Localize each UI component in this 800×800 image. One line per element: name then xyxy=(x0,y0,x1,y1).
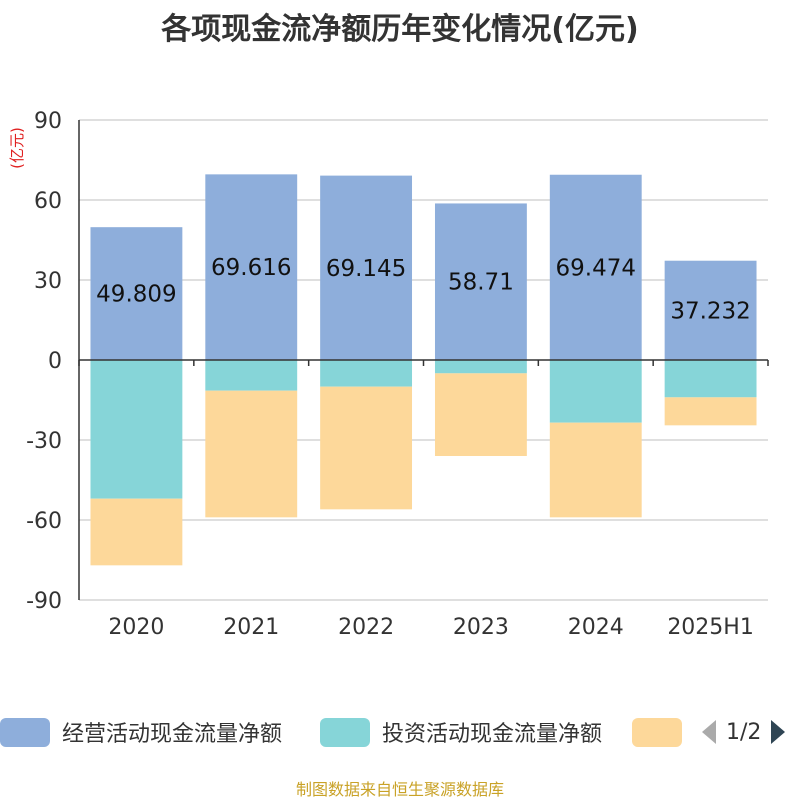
grid-layer xyxy=(79,119,768,601)
x-tick-label: 2023 xyxy=(453,615,509,640)
bar-series1-2020[interactable] xyxy=(90,360,183,499)
bar-series1-2024[interactable] xyxy=(549,360,642,423)
chart-area: 90 60 30 0 -30 -60 -90 2020 2021 2022 2023 2024 2025… xyxy=(8,109,769,640)
legend-label-investing: 投资活动现金流量净额 xyxy=(382,722,603,747)
bar-series0-2022[interactable] xyxy=(320,175,413,360)
x-tick-label: 2020 xyxy=(108,615,164,640)
bar-series2-2022[interactable] xyxy=(320,386,413,510)
prev-page-icon[interactable] xyxy=(700,718,718,746)
x-tick-label: 2024 xyxy=(568,615,624,640)
legend-item-financing[interactable] xyxy=(632,712,694,752)
legend-item-operating[interactable]: 经营活动现金流量净额 xyxy=(0,712,282,752)
data-label: 69.616 xyxy=(211,255,291,281)
data-label: 49.809 xyxy=(96,282,176,308)
label-layer: 49.809 69.616 69.145 58.71 69.474 37.232 xyxy=(96,255,751,324)
y-tick-label: -90 xyxy=(26,589,62,614)
legend-page-indicator: 1/2 xyxy=(726,719,762,745)
next-page-icon[interactable] xyxy=(769,718,787,746)
data-label: 58.71 xyxy=(448,270,514,296)
y-tick-label: 60 xyxy=(34,189,62,214)
y-tick-label: 0 xyxy=(48,349,62,374)
y-tick-label: -30 xyxy=(26,429,62,454)
x-tick-label: 2022 xyxy=(338,615,394,640)
bar-series0-2020[interactable] xyxy=(90,227,183,360)
legend-item-investing[interactable]: 投资活动现金流量净额 xyxy=(320,712,602,752)
legend-pager: 1/2 xyxy=(700,712,787,752)
x-tick-label: 2021 xyxy=(223,615,279,640)
chart-title: 各项现金流净额历年变化情况(亿元) xyxy=(161,12,639,47)
bar-series0-2025H1[interactable] xyxy=(664,260,757,360)
y-tick-label: -60 xyxy=(26,509,62,534)
bar-series2-2021[interactable] xyxy=(205,390,298,518)
bar-series1-2025H1[interactable] xyxy=(664,360,757,398)
y-tick-label: 30 xyxy=(34,269,62,294)
bar-series2-2024[interactable] xyxy=(549,422,642,518)
bar-series1-2023[interactable] xyxy=(434,360,527,374)
bar-series1-2022[interactable] xyxy=(320,360,413,387)
data-source-footer: 制图数据来自恒生聚源数据库 xyxy=(295,780,504,799)
bar-series2-2020[interactable] xyxy=(90,498,183,566)
axis-layer: 90 60 30 0 -30 -60 -90 2020 2021 2022 2023 2024 2025… xyxy=(26,109,769,640)
legend-swatch-investing xyxy=(320,717,370,747)
legend-label-operating: 经营活动现金流量净额 xyxy=(62,722,283,747)
bar-series0-2024[interactable] xyxy=(549,174,642,360)
legend-swatch-operating xyxy=(0,717,50,747)
bar-series0-2023[interactable] xyxy=(434,203,527,360)
bar-series2-2023[interactable] xyxy=(434,373,527,456)
x-tick-label: 2025H1 xyxy=(667,615,754,640)
y-tick-label: 90 xyxy=(34,109,62,134)
legend-swatch-financing xyxy=(632,717,682,747)
bar-layer xyxy=(90,174,757,566)
bar-series2-2025H1[interactable] xyxy=(664,397,757,426)
y-axis-label: (亿元) xyxy=(8,127,26,169)
bar-series0-2021[interactable] xyxy=(205,174,298,360)
data-label: 69.474 xyxy=(556,255,636,281)
data-label: 37.232 xyxy=(670,298,750,324)
bar-series1-2021[interactable] xyxy=(205,360,298,391)
data-label: 69.145 xyxy=(326,256,406,282)
